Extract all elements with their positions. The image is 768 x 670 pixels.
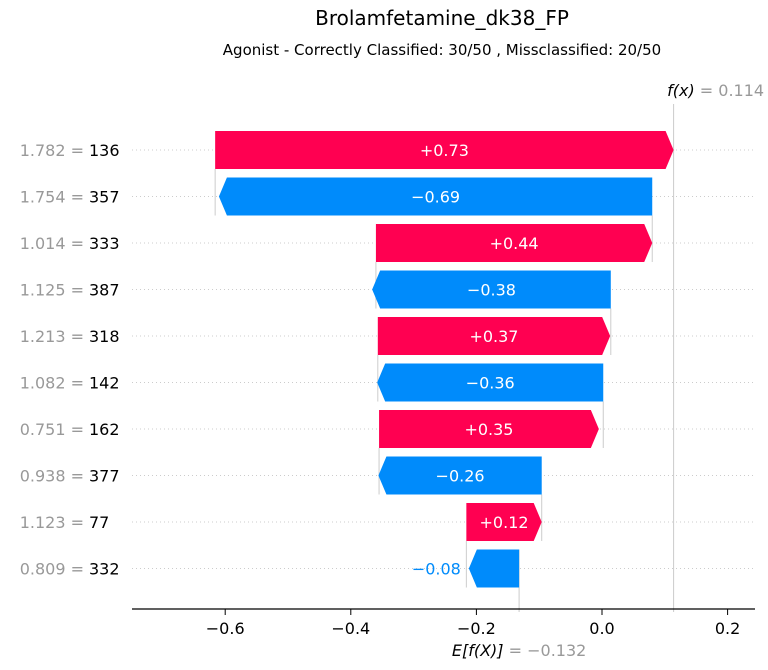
negative-bar [377,363,604,402]
feature-name-label: 77 [89,513,109,532]
feature-value-label: 1.014 = [20,234,84,253]
bar-value-label: +0.12 [480,513,529,532]
base-value-number: = −0.132 [509,641,587,660]
bar-value-label: +0.73 [420,141,469,160]
x-tick-label: 0.0 [589,619,614,638]
output-value-label: f(x) [667,81,700,100]
bar-value-label: +0.35 [464,420,513,439]
feature-value-label: 1.213 = [20,327,84,346]
negative-bar [372,270,611,309]
feature-name-label: 333 [89,234,120,253]
bar-value-label: −0.36 [466,374,515,393]
positive-bar [215,131,674,169]
base-value-label: E[f(X)] [452,641,509,660]
negative-bar [378,456,542,495]
feature-value-label: 1.123 = [20,513,84,532]
positive-bar [375,224,653,262]
feature-value-label: 1.125 = [20,281,84,300]
positive-bar [377,317,611,355]
output-value-number: = 0.114 [700,81,764,100]
bar-value-label: +0.44 [490,234,539,253]
x-tick-label: −0.2 [457,619,496,638]
feature-name-label: 387 [89,281,120,300]
feature-name-label: 332 [89,560,120,579]
x-tick-label: −0.4 [331,619,370,638]
feature-name-label: 318 [89,327,120,346]
positive-bar [379,410,599,448]
base-value-annotation: E[f(X)] = −0.132 [452,641,586,660]
positive-bar [466,503,542,541]
feature-name-label: 162 [89,420,120,439]
feature-value-label: 0.809 = [20,560,84,579]
chart-subtitle: Agonist - Correctly Classified: 30/50 , … [222,41,662,59]
bar-value-label: −0.08 [412,560,461,579]
bar-value-label: −0.26 [436,467,485,486]
negative-bar [468,549,520,588]
feature-value-label: 1.782 = [20,141,84,160]
chart-title: Brolamfetamine_dk38_FP [315,6,569,30]
feature-name-label: 136 [89,141,120,160]
bar-value-label: +0.37 [469,327,518,346]
feature-value-label: 1.754 = [20,188,84,207]
output-value-annotation: f(x) = 0.114 [667,81,764,100]
bar-value-label: −0.38 [467,281,516,300]
feature-name-label: 357 [89,188,120,207]
feature-name-label: 377 [89,467,120,486]
feature-value-label: 0.938 = [20,467,84,486]
negative-bar [218,177,653,216]
feature-name-label: 142 [89,374,120,393]
bar-value-label: −0.69 [411,188,460,207]
x-tick-label: −0.6 [206,619,245,638]
x-tick-label: 0.2 [715,619,740,638]
feature-value-label: 0.751 = [20,420,84,439]
feature-value-label: 1.082 = [20,374,84,393]
